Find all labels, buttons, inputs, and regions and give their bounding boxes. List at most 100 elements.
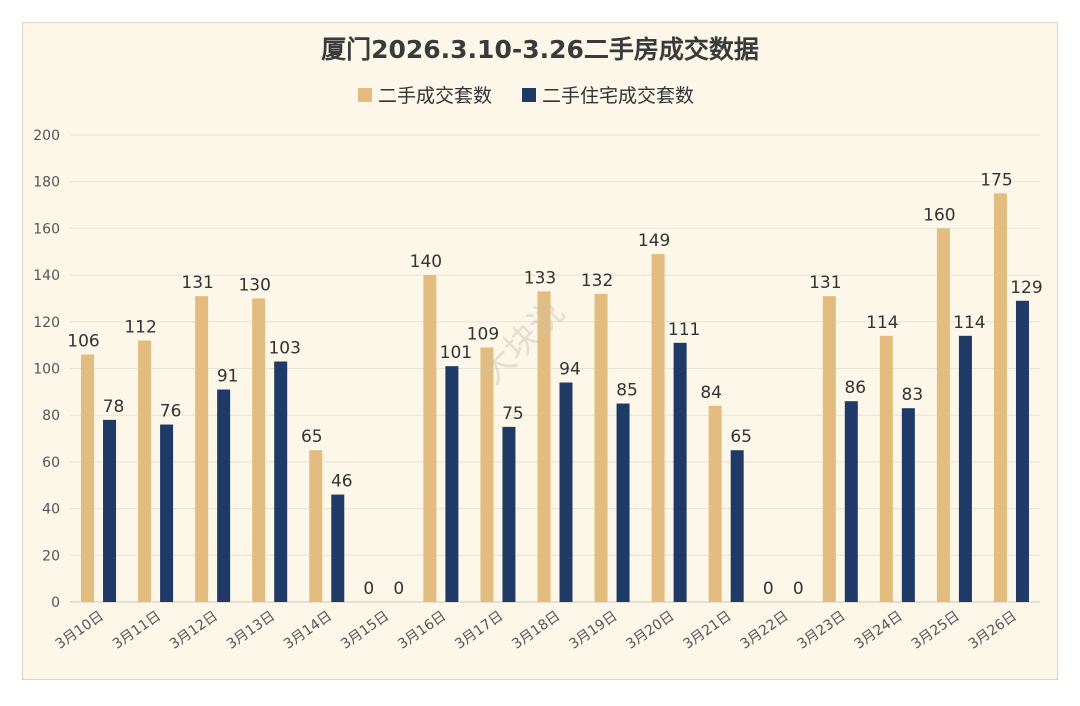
data-label-series-1: 149 — [638, 231, 670, 251]
data-label-series-2: 76 — [160, 402, 182, 422]
y-tick-label: 160 — [33, 221, 60, 237]
legend-label-series-2: 二手住宅成交套数 — [542, 85, 694, 107]
bars — [81, 193, 1029, 602]
bar-series-2 — [730, 450, 744, 602]
x-tick-label: 3月20日 — [623, 608, 677, 653]
x-tick-label: 3月23日 — [795, 608, 849, 653]
data-label-series-2: 0 — [393, 579, 404, 599]
gridlines — [70, 134, 1040, 603]
data-label-series-2: 65 — [730, 427, 752, 447]
data-label-series-2: 103 — [268, 338, 300, 358]
bar-series-1 — [252, 298, 266, 602]
x-tick-label: 3月19日 — [566, 608, 620, 653]
data-label-series-1: 160 — [923, 205, 955, 225]
x-tick-label: 3月22日 — [738, 608, 792, 653]
bar-series-2 — [616, 403, 630, 602]
data-label-series-1: 112 — [124, 317, 156, 337]
bar-series-1 — [594, 293, 608, 602]
data-label-series-2: 85 — [616, 381, 638, 401]
y-tick-label: 0 — [51, 595, 60, 611]
bar-series-1 — [708, 405, 722, 602]
data-label-series-1: 84 — [700, 383, 722, 403]
data-label-series-2: 114 — [953, 313, 985, 333]
legend-swatch-series-2 — [522, 88, 536, 102]
legend-label-series-1: 二手成交套数 — [378, 85, 492, 107]
legend-swatch-series-1 — [358, 88, 372, 102]
chart-title: 厦门2026.3.10-3.26二手房成交数据 — [321, 35, 759, 64]
bar-series-1 — [651, 254, 665, 602]
x-tick-label: 3月18日 — [509, 608, 563, 653]
data-label-series-1: 0 — [763, 579, 774, 599]
bar-series-1 — [993, 193, 1007, 602]
x-tick-label: 3月11日 — [110, 608, 164, 653]
x-tick-label: 3月16日 — [395, 608, 449, 653]
bar-series-1 — [936, 228, 950, 602]
bar-series-2 — [1015, 300, 1029, 602]
bar-series-1 — [138, 340, 152, 602]
bar-series-2 — [103, 419, 117, 602]
y-tick-label: 200 — [33, 128, 60, 144]
x-axis: 3月10日 3月11日 3月12日 3月13日 3月14日 3月15日 3月16日 3月17日… — [53, 608, 1020, 653]
bar-series-2 — [559, 382, 573, 602]
data-label-series-2: 75 — [502, 404, 524, 424]
data-label-series-1: 175 — [980, 170, 1012, 190]
bar-series-1 — [423, 275, 437, 602]
y-tick-label: 140 — [33, 268, 60, 284]
x-tick-label: 3月17日 — [452, 608, 506, 653]
bar-series-1 — [879, 335, 893, 602]
data-label-series-1: 109 — [467, 324, 499, 344]
y-tick-label: 100 — [33, 362, 60, 378]
legend: 二手成交套数 二手住宅成交套数 — [358, 85, 694, 107]
data-label-series-2: 94 — [559, 360, 581, 380]
y-tick-label: 20 — [42, 548, 60, 564]
bar-series-2 — [445, 366, 459, 602]
x-tick-label: 3月15日 — [338, 608, 392, 653]
data-label-series-1: 131 — [181, 273, 213, 293]
x-tick-label: 3月24日 — [852, 608, 906, 653]
data-label-series-1: 133 — [524, 268, 556, 288]
data-label-series-2: 91 — [217, 367, 239, 387]
x-tick-label: 3月26日 — [966, 608, 1020, 653]
y-tick-label: 120 — [33, 315, 60, 331]
bar-series-2 — [901, 408, 915, 602]
x-tick-label: 3月21日 — [680, 608, 734, 653]
bar-series-2 — [331, 494, 345, 602]
bar-series-1 — [195, 296, 209, 602]
bar-series-2 — [274, 361, 288, 602]
data-label-series-1: 140 — [410, 252, 442, 272]
bar-series-1 — [537, 291, 551, 602]
bar-series-2 — [673, 342, 687, 602]
x-tick-label: 3月13日 — [224, 608, 278, 653]
bar-series-1 — [480, 347, 494, 602]
data-label-series-1: 65 — [301, 427, 323, 447]
data-label-series-2: 46 — [331, 472, 353, 492]
data-label-series-1: 114 — [866, 313, 898, 333]
x-tick-label: 3月14日 — [281, 608, 335, 653]
data-label-series-1: 130 — [238, 275, 270, 295]
data-label-series-2: 101 — [440, 343, 472, 363]
y-tick-label: 80 — [42, 408, 60, 424]
data-label-series-2: 78 — [103, 397, 125, 417]
y-tick-label: 40 — [42, 502, 60, 518]
y-tick-label: 60 — [42, 455, 60, 471]
data-label-series-2: 0 — [793, 579, 804, 599]
data-label-series-1: 106 — [67, 331, 99, 351]
bar-series-2 — [844, 401, 858, 602]
bar-series-1 — [309, 450, 323, 602]
bar-series-2 — [958, 335, 972, 602]
data-label-series-1: 131 — [809, 273, 841, 293]
bar-series-2 — [160, 424, 174, 602]
data-label-series-2: 129 — [1010, 278, 1042, 298]
x-tick-label: 3月10日 — [53, 608, 107, 653]
data-label-series-1: 0 — [363, 579, 374, 599]
y-axis: 0 20 40 60 80 100 120 140 160 180 200 — [33, 128, 60, 611]
bar-series-1 — [81, 354, 95, 602]
data-label-series-2: 111 — [668, 320, 700, 340]
bar-series-2 — [217, 389, 231, 602]
bar-series-2 — [502, 426, 516, 602]
data-label-series-2: 83 — [902, 385, 924, 405]
bar-series-1 — [822, 296, 836, 602]
data-label-series-1: 132 — [581, 271, 613, 291]
